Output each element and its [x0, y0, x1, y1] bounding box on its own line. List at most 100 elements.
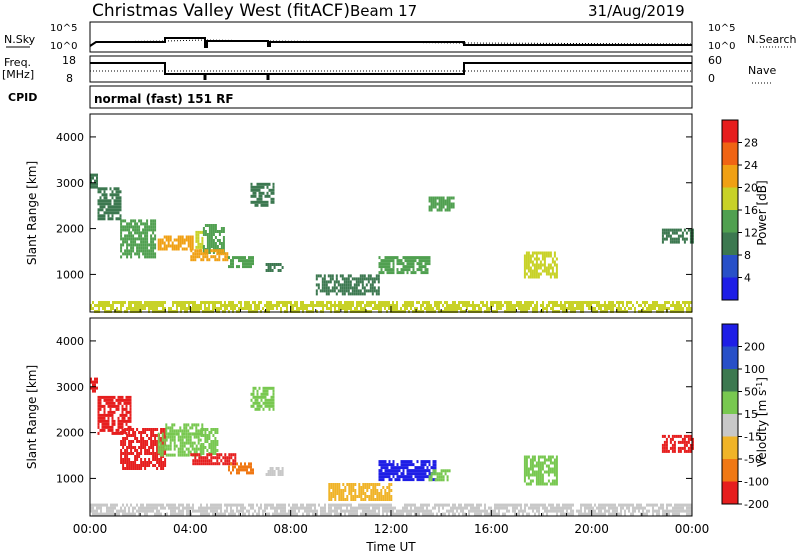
power-cell: [652, 307, 654, 310]
power-cell: [152, 255, 155, 259]
velocity-cell: [683, 443, 686, 447]
velocity-cell: [652, 512, 654, 516]
power-cell: [548, 304, 550, 307]
power-cell: [198, 252, 201, 256]
velocity-cell: [165, 423, 168, 427]
velocity-cell: [112, 506, 114, 510]
velocity-cell: [107, 404, 110, 408]
power-cell: [448, 205, 451, 209]
power-cell: [550, 307, 552, 310]
power-cell: [302, 301, 304, 304]
power-cell: [167, 241, 170, 245]
velocity-cell: [200, 459, 203, 463]
power-cell: [266, 301, 268, 304]
velocity-cell: [691, 437, 694, 441]
power-cell: [341, 286, 344, 290]
power-cell: [242, 256, 244, 260]
power-cell: [432, 196, 435, 200]
power-cell: [535, 275, 538, 279]
time-tick-label: 20:00: [574, 522, 609, 536]
velocity-cell: [126, 455, 129, 458]
power-cell: [130, 255, 133, 259]
power-cell: [671, 228, 674, 232]
velocity-cell: [520, 503, 522, 507]
velocity-cell: [258, 512, 260, 516]
power-cell: [338, 307, 340, 310]
nsky-tick-high: 10^5: [50, 23, 77, 34]
velocity-cell: [320, 509, 322, 513]
power-cell: [527, 260, 530, 264]
power-cell: [96, 179, 98, 183]
velocity-cell: [97, 425, 100, 429]
power-cell: [349, 292, 352, 296]
power-cell: [384, 256, 387, 260]
power-cell: [272, 182, 275, 186]
power-cell: [361, 274, 364, 278]
power-cell: [204, 224, 207, 227]
velocity-cell: [130, 467, 133, 470]
velocity-cell: [148, 503, 150, 507]
velocity-cell: [124, 506, 126, 510]
velocity-cell: [410, 512, 412, 516]
velocity-cell: [171, 438, 174, 442]
velocity-cell: [262, 389, 265, 393]
velocity-cell: [216, 431, 219, 434]
velocity-cell: [372, 506, 374, 510]
velocity-cell: [120, 431, 123, 434]
power-cell: [380, 301, 382, 304]
velocity-cell: [103, 410, 106, 414]
velocity-cell: [386, 492, 389, 495]
power-colorbar-swatch: [722, 187, 738, 210]
velocity-cell: [266, 404, 269, 408]
power-cell: [676, 304, 678, 307]
velocity-cell: [116, 503, 118, 507]
velocity-cell: [240, 465, 242, 469]
power-cell: [181, 247, 184, 251]
velocity-cell: [306, 509, 308, 513]
velocity-cell: [338, 486, 341, 489]
velocity-cell: [418, 506, 420, 510]
velocity-cell: [242, 503, 244, 507]
velocity-cell: [187, 429, 190, 433]
power-cell: [334, 307, 336, 310]
power-cell: [520, 307, 522, 310]
velocity-cell: [350, 489, 353, 492]
velocity-cell: [204, 509, 206, 513]
velocity-cell: [272, 407, 275, 411]
power-cell: [111, 208, 114, 212]
velocity-cell: [100, 512, 102, 516]
power-cell: [236, 304, 238, 307]
power-cell: [689, 240, 692, 244]
power-cell: [572, 304, 574, 307]
power-cell: [146, 234, 149, 238]
power-cell: [140, 301, 142, 304]
velocity-cell: [539, 467, 542, 471]
velocity-cell: [687, 440, 690, 444]
power-cell: [384, 265, 387, 269]
power-cell: [286, 304, 288, 307]
velocity-cell: [438, 503, 440, 507]
velocity-cell: [109, 428, 112, 432]
velocity-cell: [126, 434, 129, 437]
velocity-cell: [392, 472, 395, 476]
power-cell: [526, 304, 528, 307]
velocity-cell: [103, 404, 106, 408]
power-cell: [250, 185, 253, 189]
velocity-cell: [537, 455, 540, 459]
velocity-cell: [514, 509, 516, 513]
velocity-cell: [165, 432, 168, 436]
power-cell: [525, 251, 528, 255]
velocity-cell: [544, 509, 546, 513]
velocity-cell: [350, 506, 352, 510]
power-cell: [242, 262, 244, 266]
velocity-cell: [126, 467, 129, 470]
velocity-cell: [434, 506, 436, 510]
velocity-cell: [156, 458, 159, 461]
power-cell: [552, 307, 554, 310]
velocity-cell: [406, 466, 409, 470]
velocity-cell: [422, 472, 425, 476]
power-cell: [94, 182, 96, 186]
velocity-cell: [105, 422, 108, 426]
velocity-cell: [390, 478, 393, 482]
velocity-cell: [270, 398, 273, 402]
